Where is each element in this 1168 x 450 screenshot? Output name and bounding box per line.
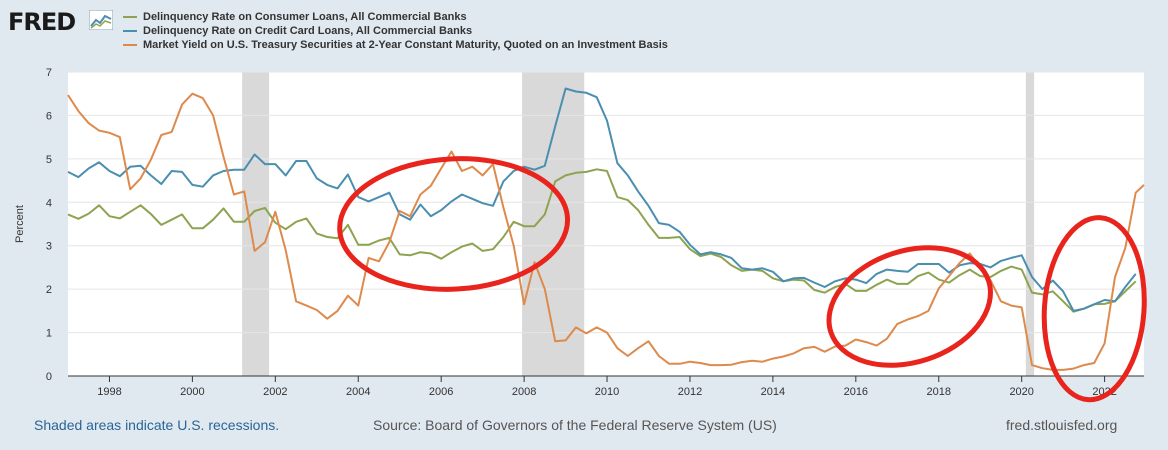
- x-tick-label-2010: 2010: [595, 386, 619, 398]
- x-tick-label-2002: 2002: [263, 386, 287, 398]
- x-tick-label-2008: 2008: [512, 386, 536, 398]
- fred-logo[interactable]: FRED: [8, 8, 76, 36]
- legend-label-treasury: Market Yield on U.S. Treasury Securities…: [143, 39, 668, 51]
- x-tick-label-2012: 2012: [678, 386, 702, 398]
- source-note: Source: Board of Governors of the Federa…: [373, 417, 777, 433]
- y-tick-label-7: 7: [46, 67, 52, 79]
- recession-note[interactable]: Shaded areas indicate U.S. recessions.: [34, 417, 280, 433]
- site-link[interactable]: fred.stlouisfed.org: [1006, 417, 1118, 433]
- chart-legend: Delinquency Rate on Consumer Loans, All …: [123, 10, 668, 52]
- legend-label-consumer: Delinquency Rate on Consumer Loans, All …: [143, 11, 467, 23]
- y-tick-label-5: 5: [46, 154, 52, 166]
- legend-item-consumer[interactable]: Delinquency Rate on Consumer Loans, All …: [123, 10, 668, 24]
- legend-swatch-treasury: [123, 44, 137, 46]
- x-tick-label-2016: 2016: [844, 386, 868, 398]
- fred-logo-chart-icon: [89, 10, 113, 30]
- recession-band-1: [522, 72, 585, 376]
- legend-swatch-credit-card: [123, 30, 137, 32]
- annotation-circled-2016-2019: [826, 245, 993, 368]
- y-tick-label-0: 0: [46, 371, 52, 383]
- y-axis-label: Percent: [14, 205, 26, 243]
- x-tick-label-2006: 2006: [429, 386, 453, 398]
- x-tick-label-2000: 2000: [180, 386, 204, 398]
- recession-band-0: [242, 72, 270, 376]
- recession-band-2: [1025, 72, 1035, 376]
- x-tick-label-2014: 2014: [761, 386, 785, 398]
- x-tick-label-2020: 2020: [1009, 386, 1033, 398]
- series-consumer-loans[interactable]: [67, 168, 1137, 313]
- annotation-circled-2004-2007: [337, 156, 571, 292]
- y-tick-label-6: 6: [46, 110, 52, 122]
- line-chart[interactable]: 0 1 2 3 4 5 6 7 1998 2000 2002 2004 2006 2008 2010 2012…: [0, 0, 1168, 410]
- annotation-circled-2021-2022: [1041, 215, 1147, 403]
- y-tick-label-3: 3: [46, 241, 52, 253]
- legend-item-credit-card[interactable]: Delinquency Rate on Credit Card Loans, A…: [123, 24, 668, 38]
- y-tick-label-1: 1: [46, 328, 52, 340]
- legend-item-treasury[interactable]: Market Yield on U.S. Treasury Securities…: [123, 38, 668, 52]
- x-tick-label-1998: 1998: [97, 386, 121, 398]
- legend-label-credit-card: Delinquency Rate on Credit Card Loans, A…: [143, 25, 473, 37]
- x-tick-label-2018: 2018: [927, 386, 951, 398]
- y-tick-label-2: 2: [46, 284, 52, 296]
- legend-swatch-consumer: [123, 16, 137, 18]
- y-tick-label-4: 4: [46, 197, 52, 209]
- x-tick-label-2004: 2004: [346, 386, 370, 398]
